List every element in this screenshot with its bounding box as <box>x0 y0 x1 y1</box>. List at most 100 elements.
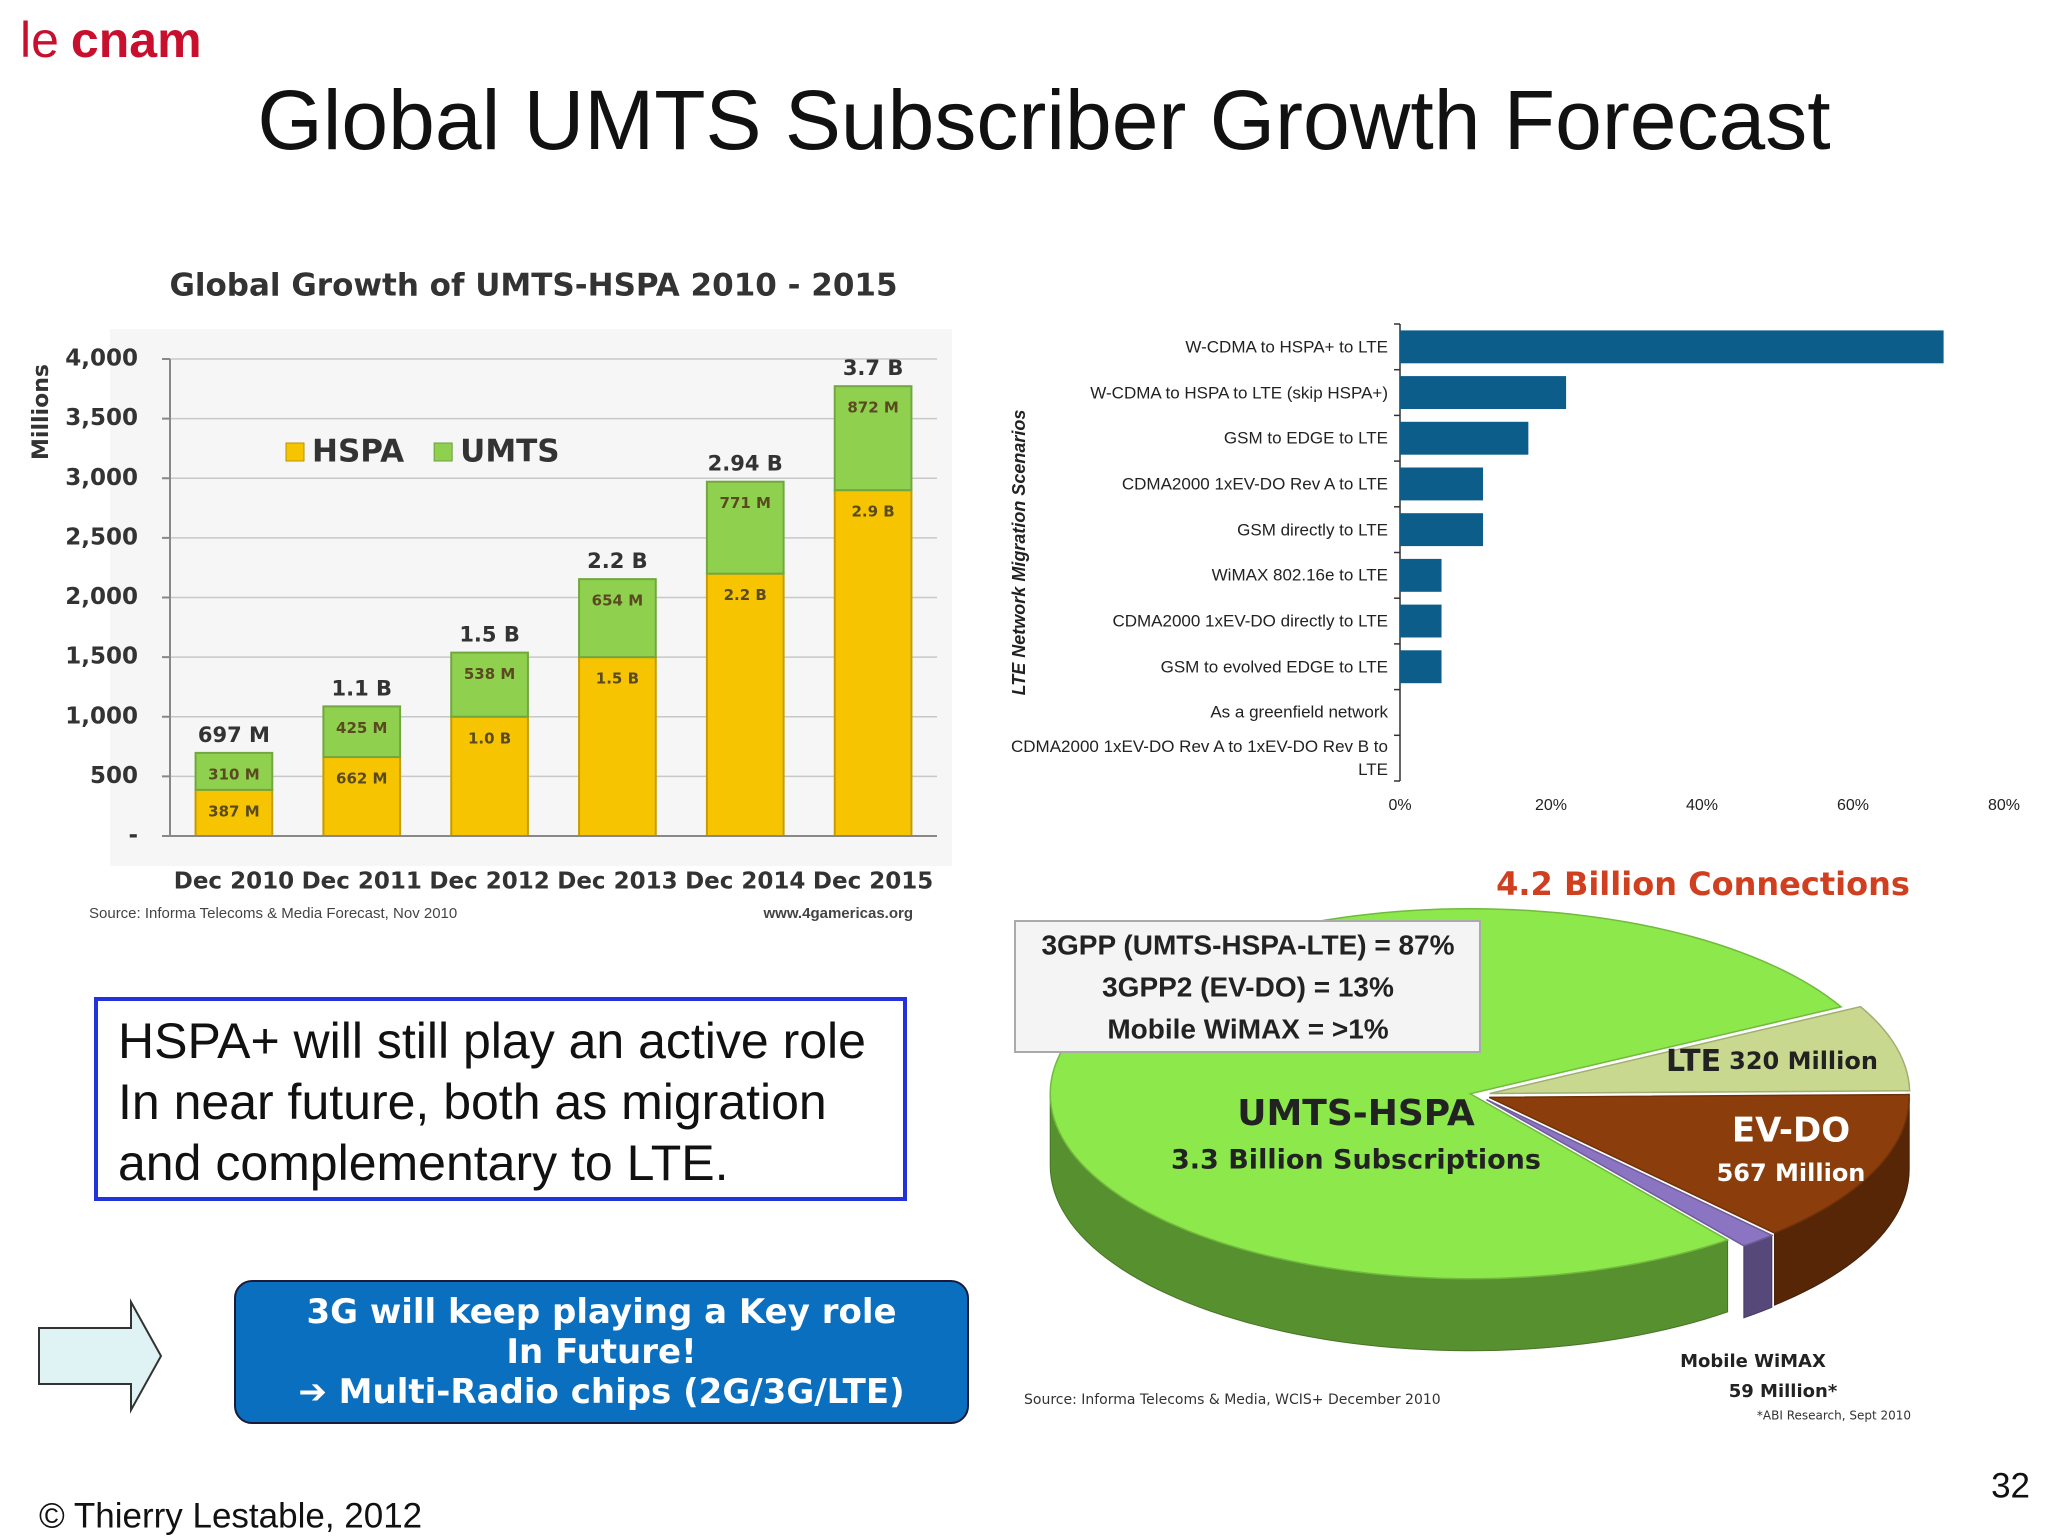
bar-segment <box>705 572 785 838</box>
bar-segment <box>450 715 529 837</box>
slice-value: 59 Million* <box>1729 1381 1838 1402</box>
y-axis-label: Millions <box>29 364 54 460</box>
bar-value-label: 662 M <box>336 770 387 788</box>
slice-name: UMTS-HSPA <box>1237 1093 1475 1134</box>
bar-value-label: 2.9 B <box>851 503 894 521</box>
bar-segment <box>578 656 657 837</box>
bar-value-label: 872 M <box>847 399 898 417</box>
chart-credit: www.4gamericas.org <box>762 905 913 922</box>
y-tick-label: - <box>128 823 138 849</box>
legend-label: UMTS <box>460 434 560 470</box>
footer: © Thierry Lestable, 2012 <box>39 1496 422 1535</box>
y-tick-label: WiMAX 802.16e to LTE <box>1211 565 1388 585</box>
x-tick-label: Dec 2012 <box>429 869 549 895</box>
bar <box>1400 604 1442 638</box>
pie-slice <box>1489 1005 1911 1095</box>
key-message-box: 3G will keep playing a Key role In Futur… <box>234 1280 969 1424</box>
x-tick-label: Dec 2015 <box>813 869 933 895</box>
legend-swatch <box>285 442 305 462</box>
bar-total-label: 2.2 B <box>587 549 648 573</box>
x-tick-label: Dec 2010 <box>174 869 294 895</box>
y-tick-label: 3,500 <box>65 405 138 431</box>
x-tick-label: Dec 2011 <box>302 869 422 895</box>
annotation: 3GPP (UMTS-HSPA-LTE) = 87% <box>1041 929 1454 960</box>
slice-value: 567 Million <box>1717 1159 1866 1187</box>
bar-value-label: 538 M <box>464 665 515 683</box>
y-tick-label: GSM to EDGE to LTE <box>1223 428 1388 448</box>
chart-source: Source: Informa Telecoms & Media, WCIS+ … <box>1024 1392 1441 1408</box>
y-tick-label: 2,500 <box>65 524 138 550</box>
bar-total-label: 3.7 B <box>843 356 904 380</box>
bar-segment <box>833 489 913 837</box>
y-tick-label: CDMA2000 1xEV-DO directly to LTE <box>1112 611 1388 631</box>
x-tick-label: Dec 2014 <box>685 869 805 895</box>
bar-value-label: 654 M <box>592 592 643 610</box>
x-tick-label: 40% <box>1686 797 1718 814</box>
bar <box>1400 650 1442 684</box>
pie-slice <box>1486 1098 1774 1247</box>
bar-total-label: 697 M <box>198 723 270 747</box>
bar-value-label: 1.5 B <box>596 670 639 688</box>
bar <box>1400 513 1484 547</box>
bar-segment <box>578 578 657 659</box>
callout-line: and complementary to LTE. <box>118 1135 729 1191</box>
bar-total-label: 1.1 B <box>331 676 392 700</box>
y-tick-label: CDMA2000 1xEV-DO Rev A to 1xEV-DO Rev B … <box>1011 737 1388 780</box>
bar-value-label: 310 M <box>208 765 259 783</box>
y-tick-label: 1,000 <box>65 703 138 729</box>
bar-segment <box>450 651 529 718</box>
x-tick-label: 0% <box>1388 797 1411 814</box>
callout-line: In near future, both as migration <box>118 1074 827 1130</box>
bar-total-label: 1.5 B <box>459 623 520 647</box>
y-tick-label: 3,000 <box>65 465 138 491</box>
legend-label: HSPA <box>312 434 404 470</box>
brand-name: cnam <box>71 12 202 68</box>
key-message-line: 3G will keep playing a Key role <box>306 1292 897 1332</box>
annotation-box <box>1014 920 1481 1053</box>
chart-source: Source: Informa Telecoms & Media Forecas… <box>89 905 457 922</box>
bar-value-label: 425 M <box>336 719 387 737</box>
annotation: 3GPP2 (EV-DO) = 13% <box>1102 971 1394 1002</box>
bar <box>1400 558 1442 592</box>
annotation: Mobile WiMAX = >1% <box>1107 1013 1388 1044</box>
y-tick-label: 2,000 <box>65 584 138 610</box>
bar-segment <box>194 788 274 837</box>
chart-title: 4.2 Billion Connections <box>1496 865 1910 903</box>
brand-prefix: le <box>20 12 59 68</box>
y-tick-label: CDMA2000 1xEV-DO Rev A to LTE <box>1121 474 1388 494</box>
bar-value-label: 387 M <box>208 802 259 820</box>
bar-segment <box>833 385 913 492</box>
x-tick-label: 80% <box>1988 797 2020 814</box>
y-tick-label: 500 <box>90 763 138 789</box>
bar-segment <box>194 751 274 791</box>
y-tick-label: W-CDMA to HSPA+ to LTE <box>1185 337 1388 357</box>
callout-box: HSPA+ will still play an active role In … <box>94 997 907 1201</box>
bar <box>1400 421 1529 455</box>
pie-slice <box>1488 1093 1910 1234</box>
y-tick-label: W-CDMA to HSPA to LTE (skip HSPA+) <box>1090 383 1388 403</box>
bar-segment <box>705 480 785 575</box>
bar-value-label: 1.0 B <box>468 729 511 747</box>
arrow-icon <box>38 1298 163 1414</box>
key-message-line: ➔ Multi-Radio chips (2G/3G/LTE) <box>298 1372 905 1412</box>
x-tick-label: 60% <box>1837 797 1869 814</box>
slice-value: 320 Million <box>1729 1047 1878 1075</box>
bar <box>1400 467 1484 501</box>
slice-name: Mobile WiMAX <box>1680 1351 1826 1372</box>
bar-segment <box>322 705 402 759</box>
chart-note: *ABI Research, Sept 2010 <box>1757 1409 1911 1423</box>
page-number: 32 <box>1991 1466 2030 1505</box>
y-tick-label: 1,500 <box>65 644 138 670</box>
x-tick-label: 20% <box>1535 797 1567 814</box>
legend-swatch <box>433 442 453 462</box>
slice-value: 3.3 Billion Subscriptions <box>1171 1145 1541 1176</box>
x-tick-label: Dec 2013 <box>557 869 677 895</box>
y-tick-label: GSM to evolved EDGE to LTE <box>1160 657 1388 677</box>
callout-line: HSPA+ will still play an active role <box>118 1013 866 1069</box>
slice-label: LTE 320 Million <box>1666 1044 1878 1079</box>
y-tick-label: As a greenfield network <box>1210 702 1388 722</box>
bar <box>1400 330 1944 364</box>
y-axis-label: LTE Network Migration Scenarios <box>1009 410 1029 696</box>
